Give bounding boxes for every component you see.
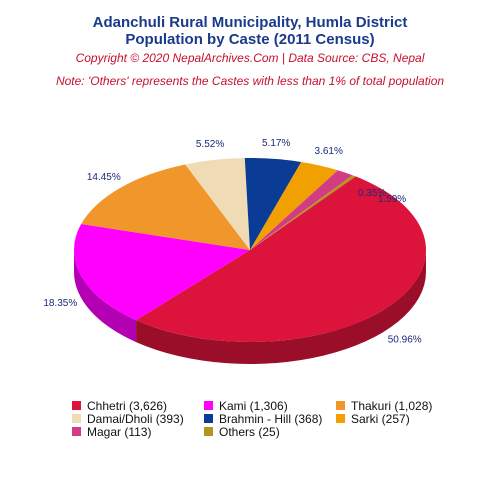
- pie-side-1: [74, 250, 137, 343]
- pie-label-1: 18.35%: [43, 298, 77, 309]
- legend-label-5: Sarki (257): [351, 412, 410, 426]
- legend-item-7: Others (25): [204, 425, 280, 439]
- legend-label-3: Damai/Dholi (393): [87, 412, 184, 426]
- legend-swatch-0: [72, 401, 81, 410]
- legend-item-4: Brahmin - Hill (368): [204, 412, 322, 426]
- legend-label-7: Others (25): [219, 425, 280, 439]
- legend-label-6: Magar (113): [87, 425, 152, 439]
- pie-label-5: 3.61%: [315, 146, 343, 157]
- legend-item-2: Thakuri (1,028): [336, 399, 432, 413]
- pie-label-3: 5.52%: [196, 139, 224, 150]
- pie-label-6: 1.59%: [378, 194, 406, 205]
- pie-slice-2: [81, 164, 250, 250]
- pie-slice-6: [250, 170, 353, 250]
- pie-side-0: [136, 250, 427, 364]
- legend-swatch-1: [204, 401, 213, 410]
- pie-slice-5: [250, 161, 338, 250]
- pie-slice-4: [244, 158, 302, 250]
- legend-swatch-7: [204, 427, 213, 436]
- legend-item-1: Kami (1,306): [204, 399, 288, 413]
- legend-item-3: Damai/Dholi (393): [72, 412, 184, 426]
- pie-slice-0: [136, 176, 427, 343]
- pie-label-0: 50.96%: [388, 334, 422, 345]
- pie-label-4: 5.17%: [262, 138, 290, 149]
- legend-swatch-2: [336, 401, 345, 410]
- legend-item-5: Sarki (257): [336, 412, 410, 426]
- legend-swatch-3: [72, 414, 81, 423]
- chart-title-line-2: Population by Caste (2011 Census): [125, 31, 375, 48]
- chart-title-line-1: Adanchuli Rural Municipality, Humla Dist…: [92, 14, 408, 31]
- legend-label-1: Kami (1,306): [219, 399, 288, 413]
- legend-item-6: Magar (113): [72, 425, 151, 439]
- legend-label-0: Chhetri (3,626): [87, 399, 168, 413]
- copyright-text: Copyright © 2020 NepalArchives.Com | Dat…: [75, 51, 425, 65]
- legend-swatch-5: [336, 414, 345, 423]
- legend-label-2: Thakuri (1,028): [351, 399, 433, 413]
- legend-label-4: Brahmin - Hill (368): [219, 412, 323, 426]
- pie-label-7: 0.35%: [358, 188, 386, 199]
- legend-swatch-6: [72, 427, 81, 436]
- legend-item-0: Chhetri (3,626): [72, 399, 167, 413]
- note-text: Note: 'Others' represents the Castes wit…: [55, 74, 445, 88]
- pie-slice-7: [250, 175, 356, 250]
- pie-label-2: 14.45%: [87, 172, 121, 183]
- pie-slice-3: [185, 158, 250, 250]
- pie-slice-1: [73, 224, 250, 321]
- legend-swatch-4: [204, 414, 213, 423]
